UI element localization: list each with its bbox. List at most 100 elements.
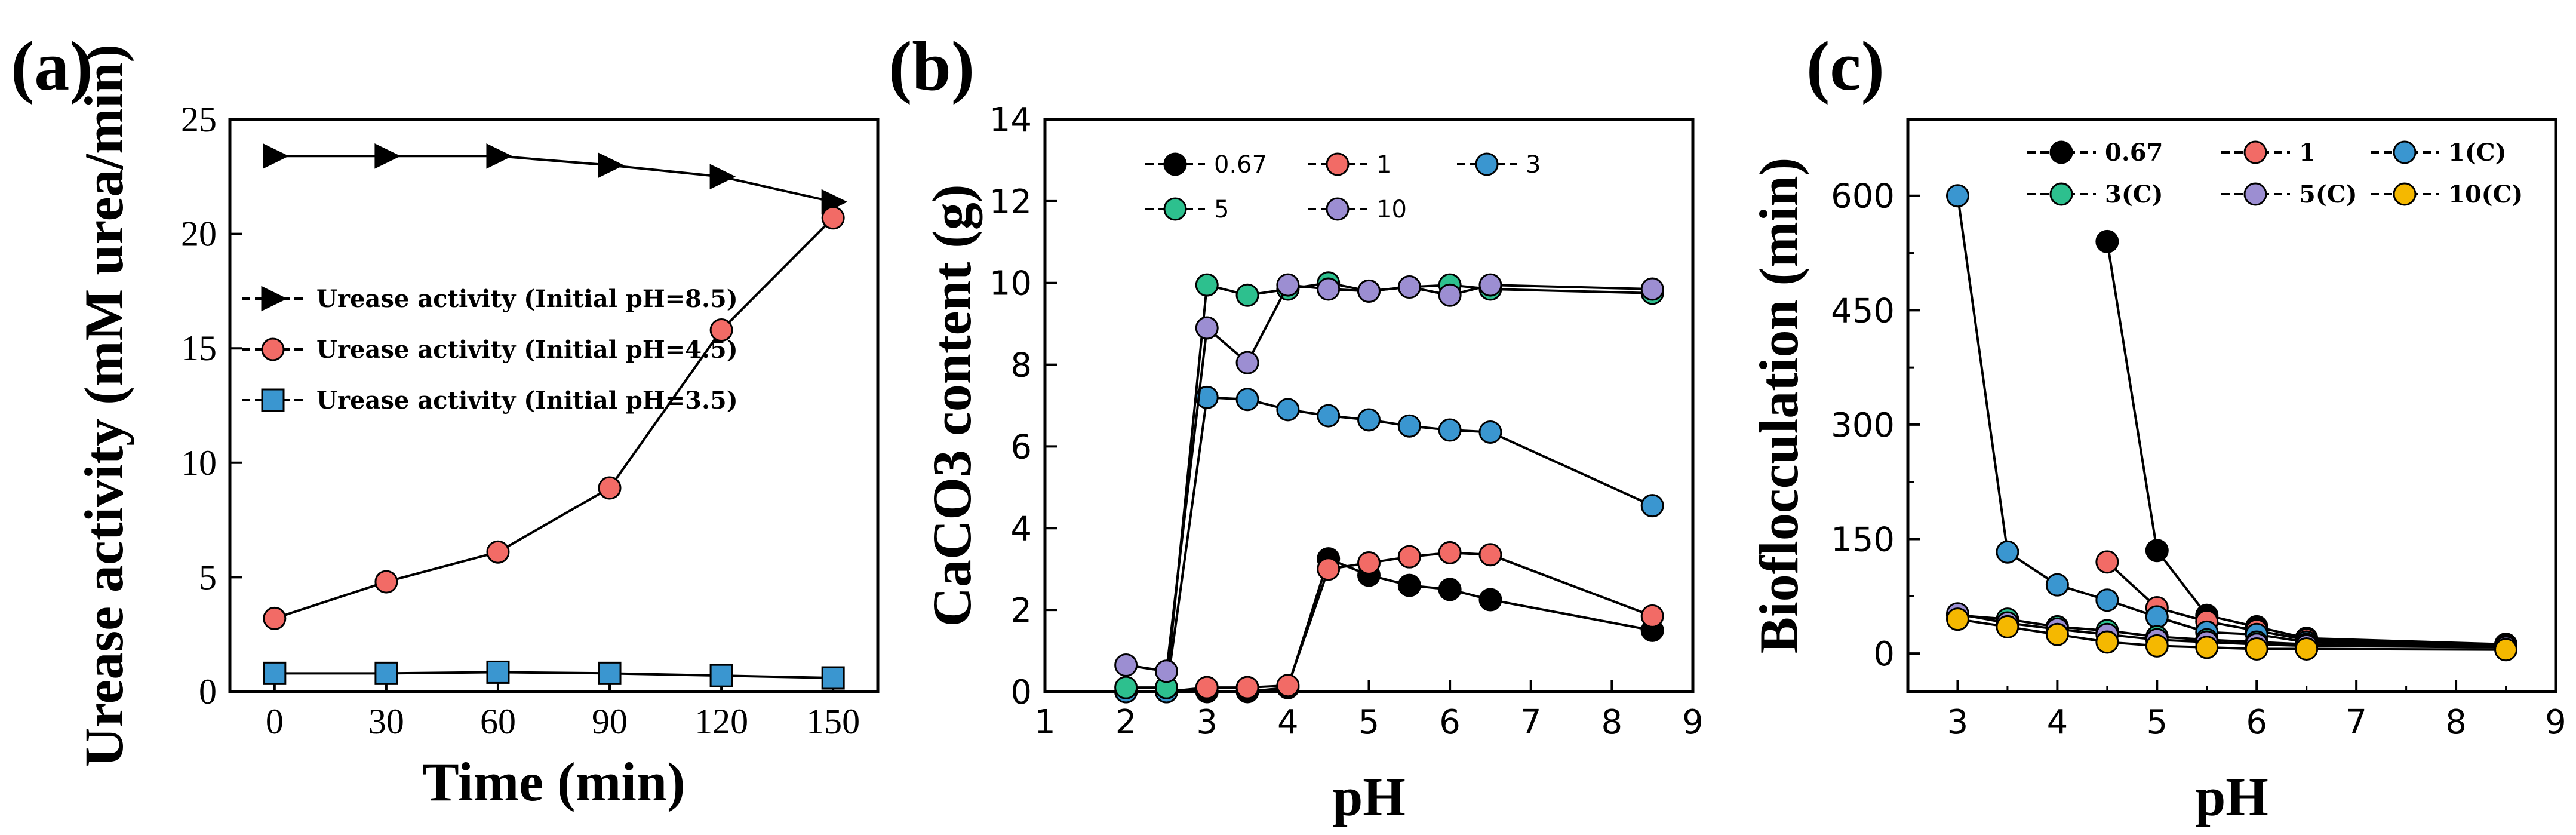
y-tick-label: 12 [989,183,1032,222]
legend-marker [261,388,285,412]
x-axis-title: Time (min) [422,751,685,812]
series-Urease activity (Initial pH=8.5) [263,143,848,215]
y-tick-label: 0 [199,672,217,711]
data-point [1195,676,1219,699]
x-tick-label: 60 [480,702,516,741]
data-point [374,143,401,169]
y-tick-label: 25 [181,100,217,139]
legend-label: Urease activity (Initial pH=4.5) [316,336,738,364]
series-line [1126,557,1653,693]
chart-panel-c: 3 4 5 6 7 8 9 0 150 300 450 600 pH Bioflocculation (m… [1748,118,2566,827]
panel-label-a: (a) [11,27,93,105]
y-tick-label: 14 [989,101,1032,140]
series-line [1126,396,1653,693]
data-point [1114,676,1138,699]
plot-frame [1906,118,2557,693]
data-point [1397,545,1421,569]
series-line [274,217,834,620]
series-line [1126,284,1653,673]
x-axis-title: pH [1332,766,1406,827]
data-point [1438,541,1462,564]
legend-label: Urease activity (Initial pH=3.5) [316,386,738,415]
data-point [1276,674,1300,698]
legend-marker [2049,182,2073,206]
data-point [2095,550,2119,574]
data-point [2045,573,2069,597]
legend-marker [2243,182,2267,206]
x-tick-label: 7 [1520,703,1542,742]
x-tick-label: 0 [266,702,284,741]
data-point [2295,637,2319,661]
legend-marker [1326,197,1350,221]
data-point [2245,637,2268,661]
legend-marker [2243,140,2267,164]
series-line [2105,241,2506,646]
data-point [1276,398,1300,422]
data-point [709,318,733,342]
x-tick-label: 90 [592,702,628,741]
data-point [598,476,622,500]
data-point [1996,540,2019,564]
legend-marker [2049,140,2073,164]
legend-label: 3 [1526,151,1541,179]
data-point [1195,273,1219,297]
data-point [821,206,845,230]
data-point [2494,638,2518,662]
x-tick-label: 6 [2246,703,2267,742]
panel-label-b: (b) [889,27,975,105]
data-point [821,666,845,690]
data-point [1478,420,1502,444]
data-point [1478,588,1502,612]
series-3 [1114,385,1664,704]
legend-label: 1(C) [2448,139,2507,167]
legend-marker [261,337,285,361]
y-axis-title: CaCO3 content (g) [921,185,982,627]
y-tick-label: 8 [1010,346,1032,385]
data-point [1397,414,1421,438]
series-Urease activity (Initial pH=3.5) [263,660,845,690]
data-point [1235,283,1259,307]
data-point [1945,607,1969,631]
y-tick-label: 2 [1010,591,1032,630]
panel-label-c: (c) [1806,27,1885,105]
series-line [274,155,834,203]
y-tick-label: 0 [1010,673,1032,712]
x-tick-label: 5 [2146,703,2168,742]
x-tick-label: 9 [2545,703,2566,742]
legend-marker [1163,152,1187,176]
data-point [1996,615,2019,638]
series-line [1126,551,1653,693]
legend-label: 3(C) [2105,180,2163,208]
legend-label: 1 [2299,139,2316,167]
x-tick-label: 3 [1947,703,1969,742]
data-point [1357,279,1381,303]
x-tick-label: 120 [694,702,748,741]
y-tick-label: 5 [199,557,217,597]
legend-marker [1163,197,1187,221]
data-point [1478,543,1502,567]
data-point [1317,557,1341,581]
data-point [2145,634,2169,658]
x-tick-label: 150 [806,702,860,741]
y-tick-label: 6 [1010,428,1032,466]
series-0.67 [2095,229,2518,656]
y-tick-label: 600 [1831,177,1895,216]
data-point [2045,622,2069,646]
x-tick-label: 4 [1277,703,1299,742]
y-tick-label: 10 [181,443,217,483]
data-point [1317,404,1341,428]
x-tick-label: 4 [2047,703,2068,742]
data-point [1640,494,1664,518]
y-tick-label: 15 [181,329,217,368]
chart-panel-a: 0 30 60 90 120 150 0 5 10 15 20 25 Time (min) Urease … [73,44,880,812]
x-tick-label: 7 [2346,703,2367,742]
data-point [2195,636,2219,659]
x-tick-label: 3 [1196,703,1218,742]
x-tick-label: 8 [1601,703,1623,742]
data-point [1276,273,1300,297]
data-point [1397,275,1421,299]
legend: Urease activity (Initial pH=8.5) Urease a… [242,285,738,415]
plot-frame [1043,118,1695,693]
legend-marker [2393,182,2417,206]
x-tick-label: 5 [1358,703,1380,742]
